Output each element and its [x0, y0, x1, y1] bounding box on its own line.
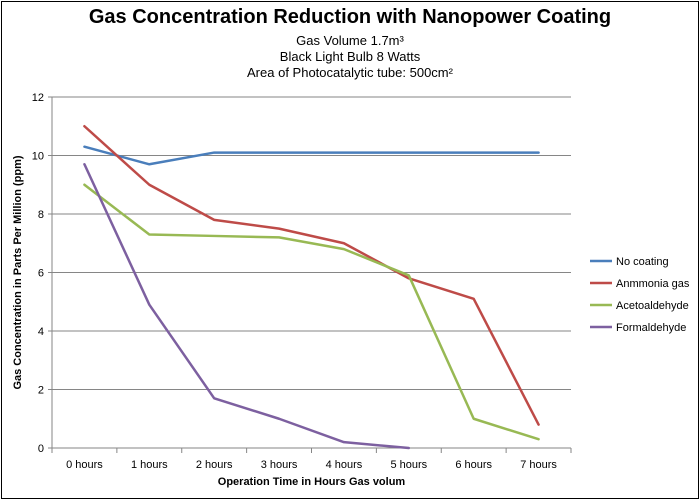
x-tick-label: 4 hours [326, 459, 363, 471]
legend-label-no-coating: No coating [616, 256, 669, 268]
x-tick-label: 6 hours [455, 459, 492, 471]
series-line-no-coating [83, 145, 540, 166]
legend-label-anmmonia-gas: Anmmonia gas [616, 278, 690, 290]
chart-subtitle-2: Black Light Bulb 8 Watts [279, 49, 421, 64]
legend-label-acetoaldehyde: Acetoaldehyde [616, 300, 689, 312]
y-tick-label: 12 [32, 92, 44, 104]
series-line-formaldehyde [83, 163, 411, 450]
chart-subtitle-1: Gas Volume 1.7m³ [296, 33, 404, 48]
x-axis-title: Operation Time in Hours Gas volum [218, 476, 406, 488]
x-tick-label: 1 hours [131, 459, 168, 471]
legend-label-formaldehyde: Formaldehyde [616, 322, 686, 334]
series-line-acetoaldehyde [83, 183, 540, 441]
x-tick-label: 2 hours [196, 459, 233, 471]
x-tick-label: 7 hours [520, 459, 557, 471]
chart-title: Gas Concentration Reduction with Nanopow… [88, 6, 612, 28]
chart-subtitle-3: Area of Photocatalytic tube: 500cm² [247, 65, 453, 80]
y-tick-label: 10 [32, 151, 44, 163]
y-tick-label: 6 [38, 268, 44, 280]
series-line-anmmonia-gas [83, 125, 540, 426]
x-tick-label: 0 hours [66, 459, 103, 471]
y-tick-label: 8 [38, 209, 44, 221]
y-tick-label: 4 [38, 326, 44, 338]
x-tick-label: 3 hours [261, 459, 298, 471]
y-axis-title: Gas Concentration in Parts Per Million (… [12, 155, 24, 389]
y-tick-label: 2 [38, 385, 44, 397]
x-tick-label: 5 hours [390, 459, 427, 471]
y-tick-label: 0 [38, 443, 44, 455]
